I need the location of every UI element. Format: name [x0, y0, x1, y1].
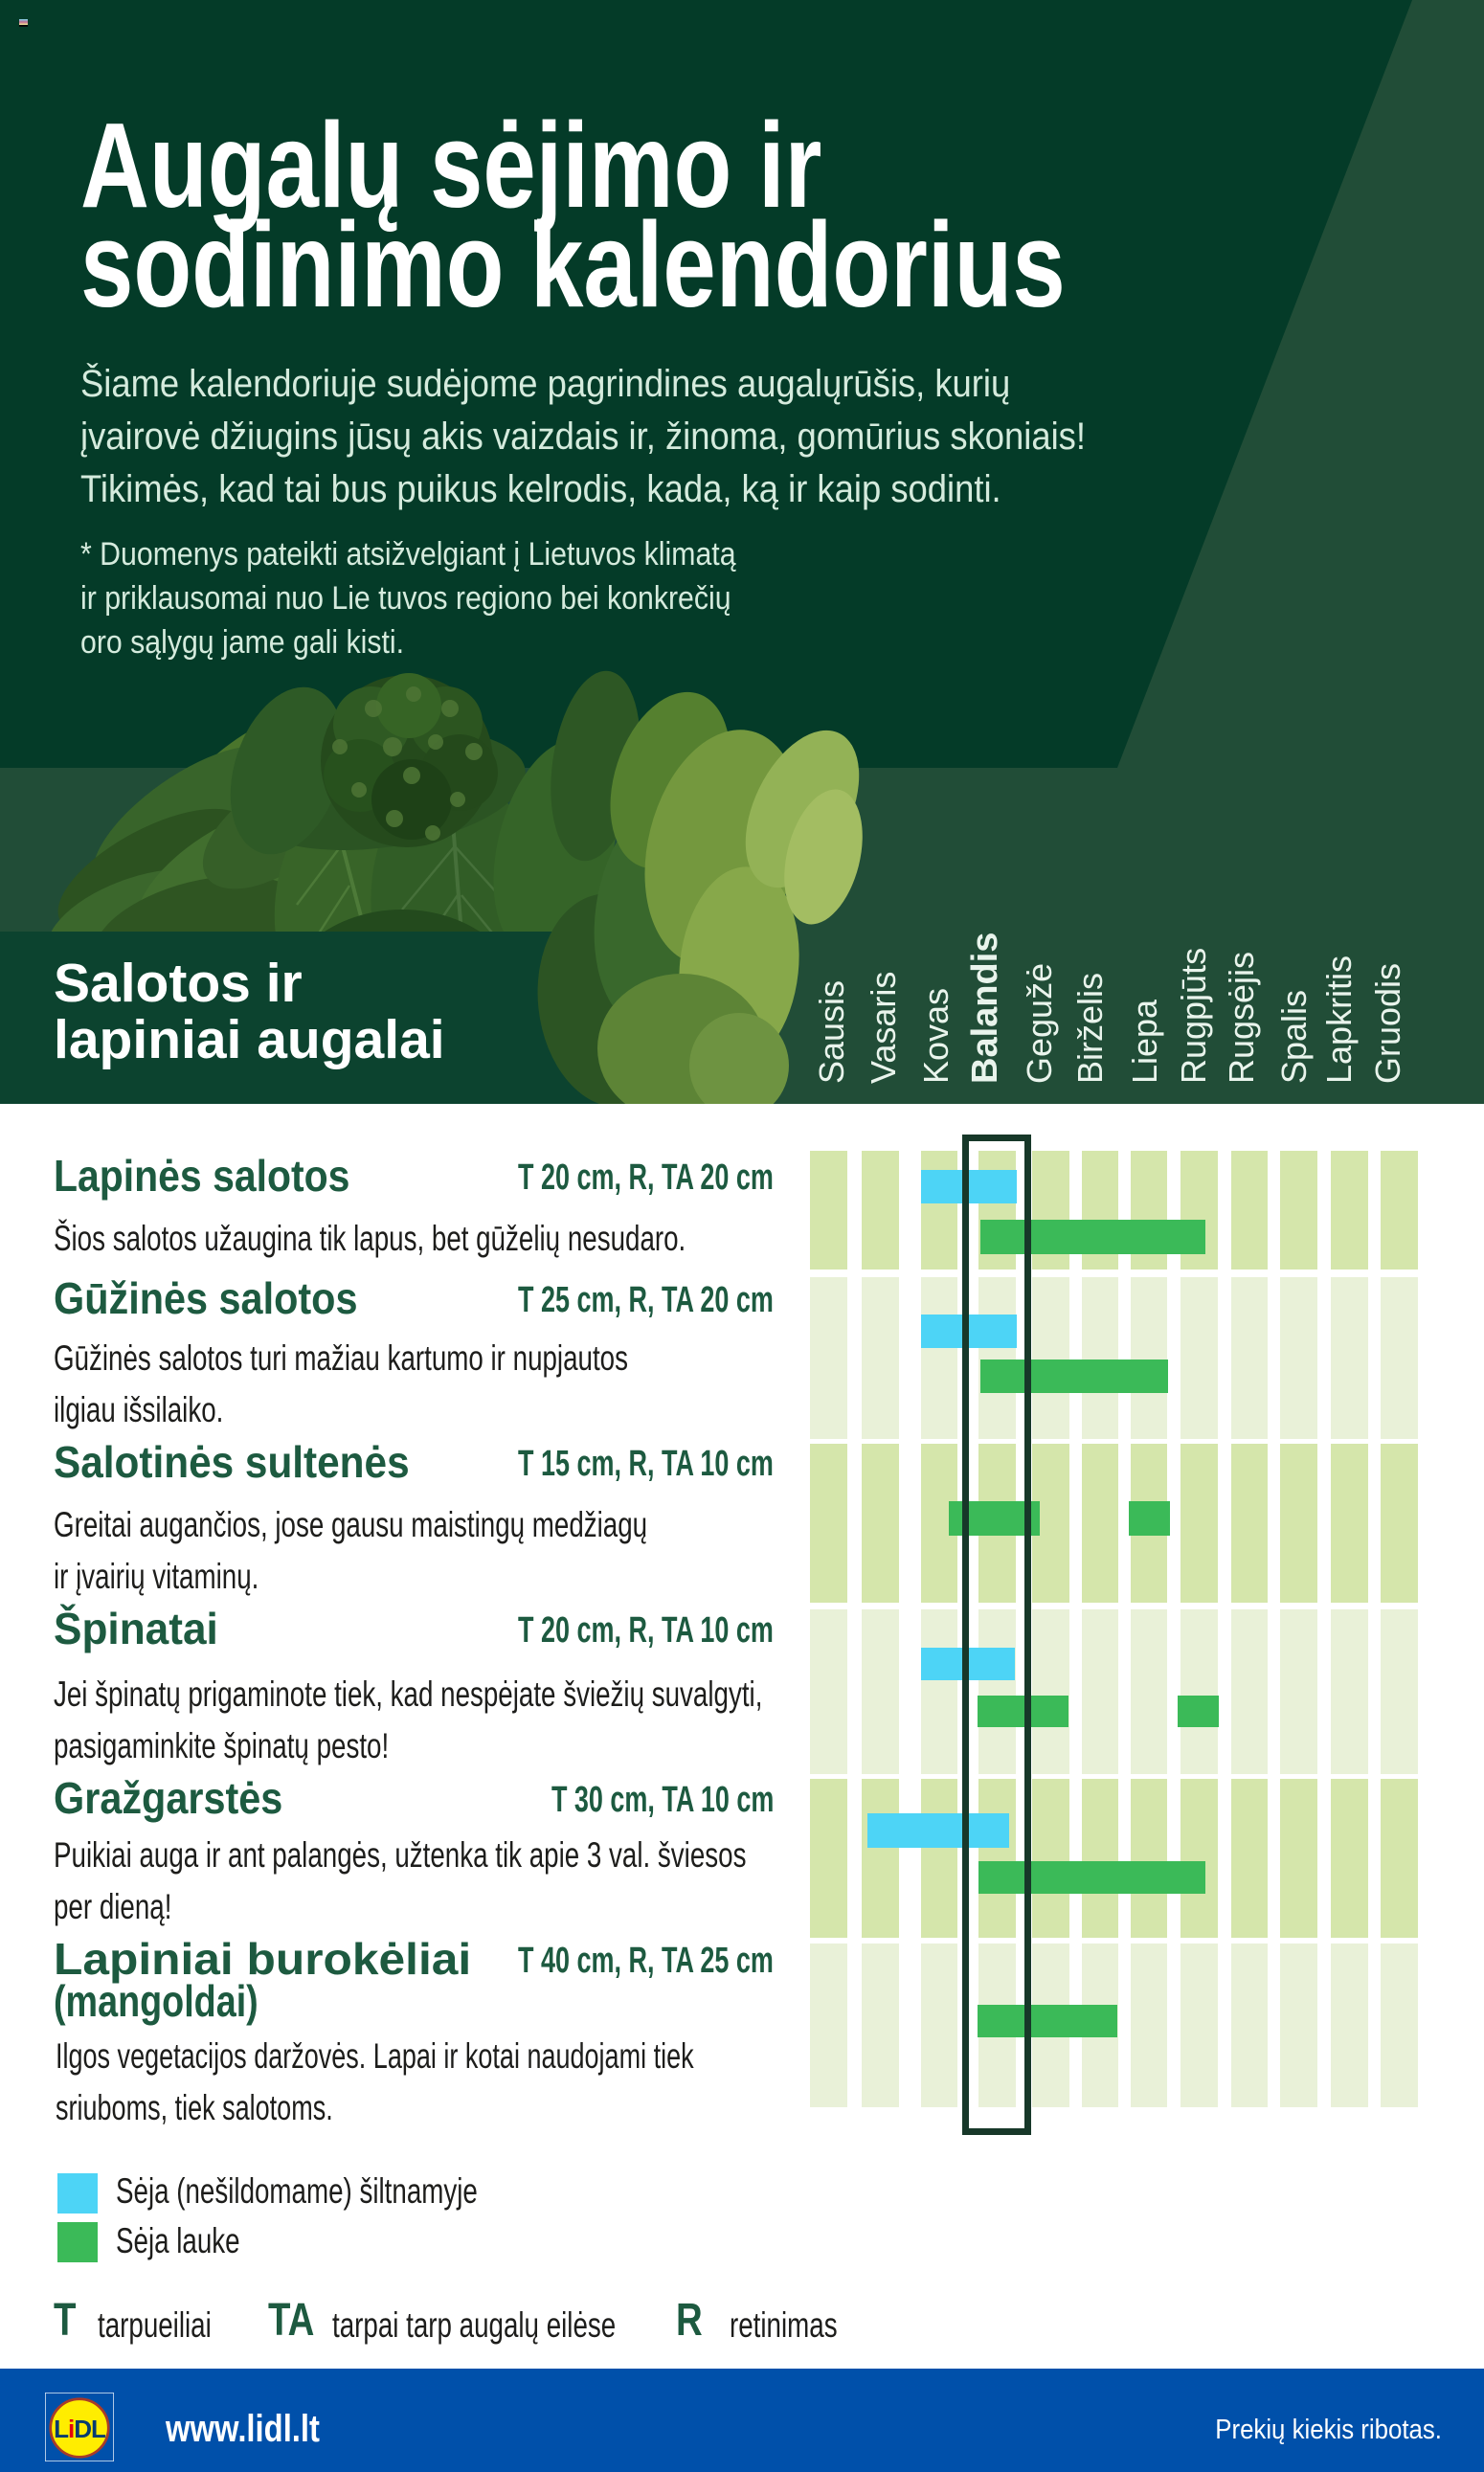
- svg-text:LiDL: LiDL: [54, 2415, 106, 2443]
